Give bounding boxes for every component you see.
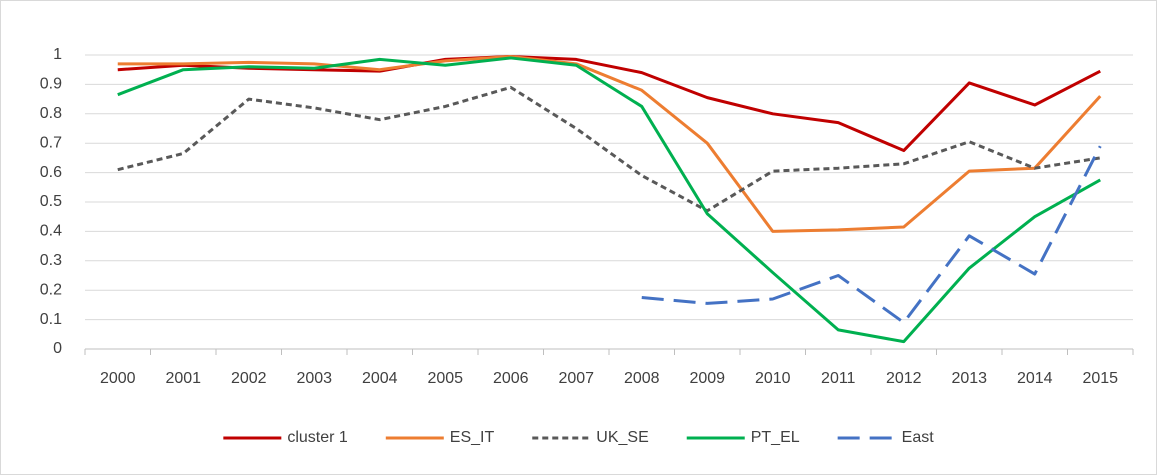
series-line	[117, 56, 1101, 344]
y-tick-label: 0.2	[40, 281, 62, 298]
series-line	[117, 54, 1102, 233]
x-tick-label: 2002	[231, 370, 267, 387]
y-tick-label: 0.9	[40, 76, 62, 93]
x-tick-label: 2005	[427, 370, 463, 387]
x-tick-label: 2003	[296, 370, 332, 387]
y-tick-label: 0.4	[40, 223, 62, 240]
x-tick-label: 2015	[1082, 370, 1118, 387]
y-tick-label: 0.5	[40, 193, 62, 210]
legend-label: East	[902, 429, 935, 446]
x-tick-label: 2007	[558, 370, 594, 387]
x-tick-label: 2012	[886, 370, 922, 387]
x-tick-label: 2006	[493, 370, 529, 387]
x-tick-label: 2010	[755, 370, 791, 387]
y-tick-label: 0	[53, 340, 62, 357]
y-tick-label: 0.8	[40, 105, 62, 122]
y-tick-label: 0.7	[40, 134, 62, 151]
legend-label: ES_IT	[450, 429, 495, 446]
x-tick-label: 2011	[821, 370, 856, 387]
legend-label: UK_SE	[596, 429, 648, 446]
x-tick-label: 2008	[624, 370, 660, 387]
x-tick-label: 2000	[100, 370, 136, 387]
x-tick-label: 2014	[1017, 370, 1053, 387]
y-tick-label: 0.6	[40, 164, 62, 181]
y-tick-label: 1	[53, 46, 62, 63]
x-tick-label: 2013	[951, 370, 987, 387]
series-line	[117, 85, 1101, 213]
legend-label: PT_EL	[751, 429, 800, 446]
x-tick-label: 2004	[362, 370, 398, 387]
y-tick-label: 0.3	[40, 252, 62, 269]
legend-label: cluster 1	[287, 429, 348, 446]
x-tick-label: 2001	[165, 370, 201, 387]
series-line	[641, 145, 1102, 325]
y-tick-label: 0.1	[40, 311, 62, 328]
x-tick-label: 2009	[689, 370, 725, 387]
